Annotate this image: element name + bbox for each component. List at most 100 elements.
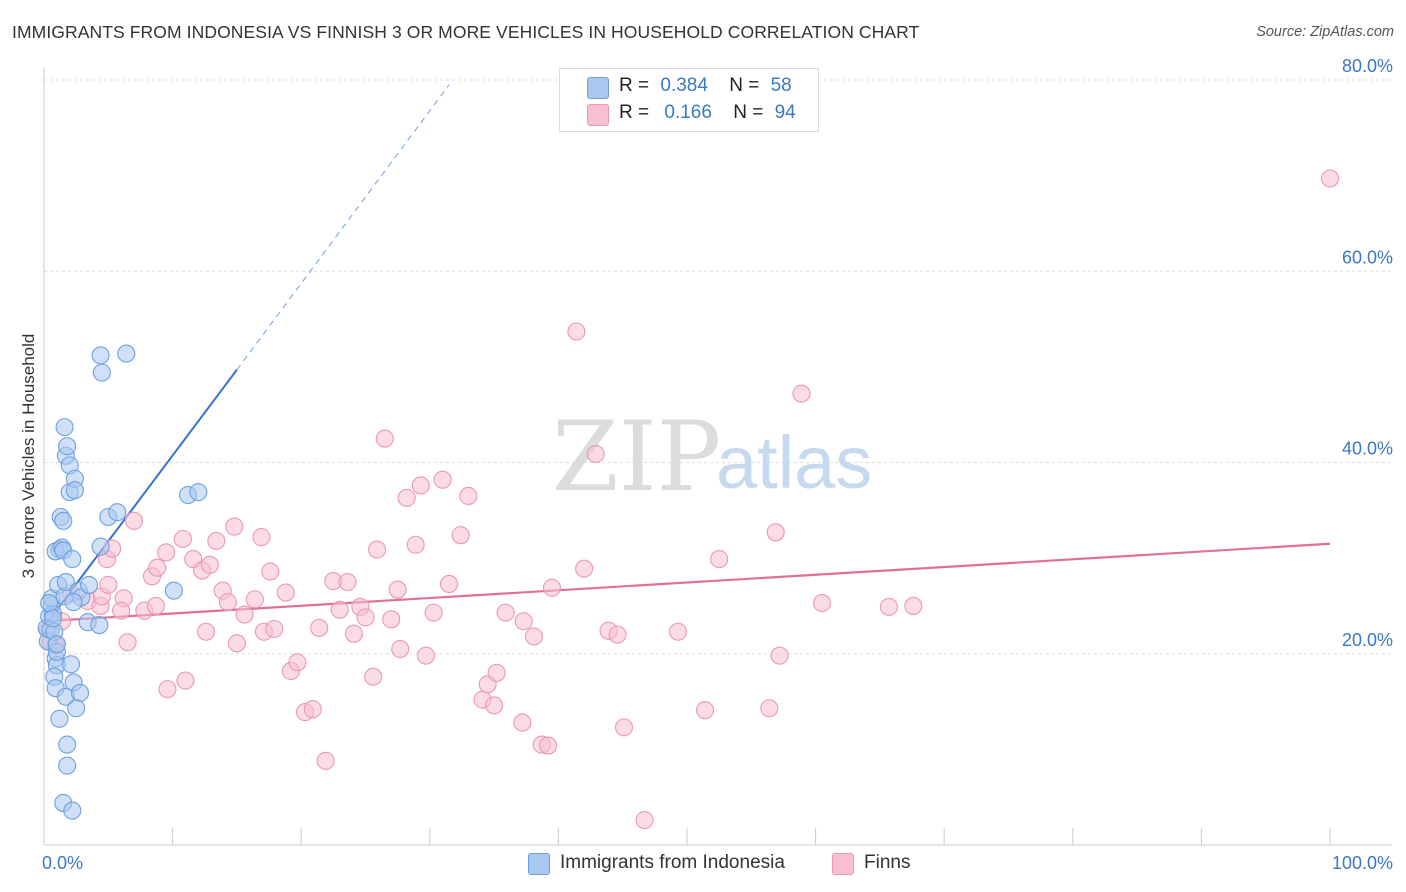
finns-point [112, 601, 131, 620]
finns-point [148, 558, 167, 577]
finns-point [792, 384, 811, 403]
finns-point [440, 574, 459, 593]
indonesia-point [63, 801, 82, 820]
finns-point [586, 444, 605, 463]
finns-point [146, 596, 165, 615]
indonesia-point [58, 437, 77, 456]
finns-point [710, 550, 729, 569]
finns-point [766, 523, 785, 542]
y-tick-label: 20.0% [1342, 630, 1393, 650]
finns-point [227, 634, 246, 653]
finns-point [879, 597, 898, 616]
legend-swatch-pink [587, 104, 609, 126]
indonesia-point [92, 363, 111, 382]
legend-r-label: R = [619, 75, 650, 96]
axis-labels: 20.0% 40.0% 60.0% 80.0% 0.0% 100.0% 3 or more … [19, 56, 1393, 873]
indonesia-point [54, 511, 73, 530]
indonesia-trend-extension [236, 84, 450, 371]
indonesia-point [70, 683, 90, 703]
finns-point [760, 699, 779, 718]
indonesia-point [43, 609, 63, 628]
watermark: ZIP atlas [552, 401, 872, 513]
finns-point [338, 572, 357, 592]
finns-point [207, 531, 226, 550]
watermark-zip: ZIP [552, 401, 721, 513]
finns-point [614, 718, 634, 737]
finns-point [356, 608, 375, 627]
indonesia-point [47, 635, 66, 654]
finns-point [812, 594, 832, 613]
finns-point [433, 470, 452, 489]
finns-point [330, 600, 349, 619]
finns-point [635, 811, 654, 830]
finns-point [173, 529, 192, 549]
indonesia-point [164, 581, 183, 600]
axes [43, 68, 1392, 846]
finns-point [904, 596, 923, 615]
finns-point [158, 680, 177, 699]
legend-label: Finns [864, 852, 911, 873]
finns-point [575, 559, 594, 578]
indonesia-point [189, 483, 208, 502]
indonesia-point [108, 503, 127, 522]
y-tick-label: 80.0% [1342, 56, 1393, 76]
legend-swatch-blue [528, 853, 550, 875]
finns-point [375, 429, 394, 448]
data-points [37, 169, 1340, 830]
finns-point [382, 610, 401, 629]
indonesia-point [50, 709, 69, 728]
finns-point [368, 540, 387, 559]
finns-point [276, 583, 295, 602]
y-tick-label: 60.0% [1342, 247, 1393, 267]
finns-point [196, 622, 216, 641]
indonesia-point [58, 735, 77, 754]
finns-point [411, 476, 430, 495]
finns-point [316, 751, 335, 770]
watermark-atlas: atlas [716, 421, 872, 504]
finns-point [485, 696, 504, 715]
finns-point [303, 700, 322, 719]
finns-point [388, 580, 407, 599]
finns-trend-line [43, 542, 1331, 623]
finns-point [1320, 169, 1340, 188]
legend-n-value: 94 [774, 102, 796, 123]
x-tick-label: 100.0% [1332, 853, 1393, 873]
indonesia-point [90, 616, 109, 635]
finns-point [397, 488, 416, 507]
x-tick-label: 0.0% [42, 853, 83, 873]
indonesia-point [61, 655, 81, 674]
finns-point [225, 517, 244, 536]
y-axis-label: 3 or more Vehicles in Household [19, 334, 38, 579]
finns-point [668, 622, 688, 641]
legend-swatch-pink [832, 853, 854, 875]
finns-point [695, 701, 715, 720]
finns-point [424, 603, 443, 622]
legend-n-label: N = [729, 75, 760, 96]
indonesia-point [63, 550, 82, 569]
finns-point [391, 639, 410, 659]
finns-point [487, 663, 506, 682]
finns-point [218, 593, 237, 612]
finns-point [288, 653, 307, 672]
legend-n-value: 58 [770, 75, 792, 96]
finns-point [451, 526, 470, 545]
indonesia-point [58, 756, 77, 775]
finns-point [235, 605, 254, 624]
finns-point [496, 603, 515, 622]
indonesia-point [117, 344, 136, 363]
finns-point [514, 612, 533, 631]
finns-point [459, 486, 478, 506]
finns-point [310, 618, 329, 637]
y-tick-label: 40.0% [1342, 439, 1393, 459]
chart-title: IMMIGRANTS FROM INDONESIA VS FINNISH 3 O… [12, 22, 920, 42]
finns-point [770, 646, 789, 665]
finns-point [513, 713, 532, 732]
legend-r-value: 0.384 [660, 75, 708, 96]
finns-point [99, 575, 118, 594]
finns-point [416, 646, 435, 665]
indonesia-point [40, 594, 59, 613]
source-credit: Source: ZipAtlas.com [1256, 24, 1394, 40]
finns-point [245, 590, 264, 609]
legend-r-label: R = [619, 102, 650, 123]
